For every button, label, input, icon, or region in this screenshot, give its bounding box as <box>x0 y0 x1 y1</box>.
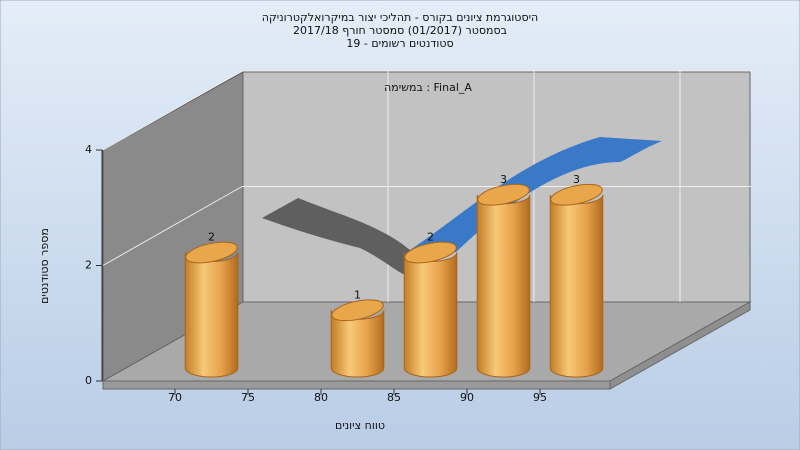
annotation: במשימה : Final_A <box>384 81 472 94</box>
bar-top <box>404 241 457 264</box>
x-axis-label: טווח ציונים <box>335 419 385 432</box>
bar <box>549 194 604 378</box>
y-tick-label: 0 <box>85 374 92 387</box>
y-tick-label: 2 <box>85 259 92 272</box>
data-label: 1 <box>354 288 361 301</box>
titles: היסטוגרמת ציונים בקורס - תהליכי יצור במי… <box>262 11 538 50</box>
bar-top <box>331 299 384 322</box>
chart-title: סטודנטים רשומים - 19 <box>346 37 453 50</box>
data-label: 2 <box>208 231 215 244</box>
grid <box>102 70 753 302</box>
x-tick-label: 90 <box>460 391 474 404</box>
bar <box>476 194 531 378</box>
y-axis-label: מספר סטודנטים <box>38 228 51 304</box>
x-tick-label: 95 <box>533 391 547 404</box>
chart-title: היסטוגרמת ציונים בקורס - תהליכי יצור במי… <box>262 11 538 24</box>
chart-title: בסמסטר (01/2017) סמסטר חורף 2017/18 <box>293 24 507 37</box>
data-label: 2 <box>427 231 434 244</box>
bar <box>184 252 239 378</box>
data-label: 3 <box>500 173 507 186</box>
bar-top <box>477 183 530 206</box>
y-tick-label: 4 <box>85 143 92 156</box>
bar <box>403 252 458 378</box>
fit-curve <box>410 137 662 252</box>
floor-front <box>102 380 611 390</box>
x-tick-label: 70 <box>168 391 182 404</box>
grid-line <box>102 70 243 151</box>
bar-top <box>550 183 603 206</box>
x-tick-label: 85 <box>387 391 401 404</box>
grid-line <box>102 186 243 266</box>
bar-top <box>185 241 238 264</box>
fit-curve <box>262 198 412 278</box>
x-tick-label: 75 <box>241 391 255 404</box>
x-tick-label: 80 <box>314 391 328 404</box>
data-label: 3 <box>573 173 580 186</box>
